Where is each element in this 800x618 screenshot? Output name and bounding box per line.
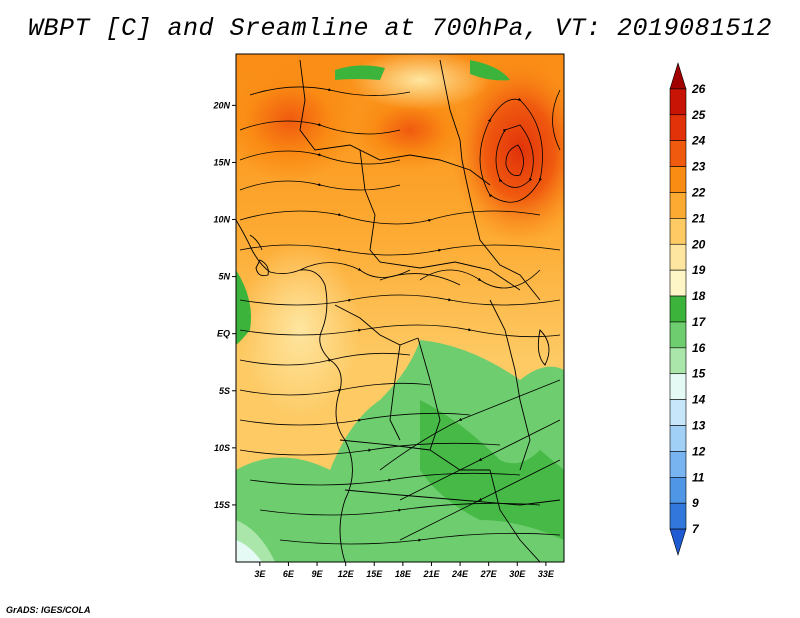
wbpt-green-north-patches <box>335 60 510 81</box>
lat-tick-label: 5S <box>219 386 230 396</box>
colorbar-segment <box>669 114 687 141</box>
footer-credit: GrADS: IGES/COLA <box>6 605 91 615</box>
lat-tick-label: EQ <box>217 329 230 339</box>
colorbar-segment <box>669 295 687 323</box>
wbpt-hot-core-n <box>350 90 470 170</box>
colorbar-segment <box>669 477 687 504</box>
colorbar-segment <box>669 88 687 116</box>
colorbar-label: 16 <box>692 341 706 355</box>
lon-tick-label: 12E <box>338 569 355 579</box>
colorbar-segment <box>669 192 687 219</box>
colorbar-segment <box>669 243 687 271</box>
colorbar-label: 22 <box>691 185 706 199</box>
colorbar-segment <box>669 61 687 90</box>
lon-tick-label: 18E <box>395 569 412 579</box>
colorbar-label: 23 <box>691 160 706 174</box>
lat-tick-label: 10S <box>214 443 230 453</box>
lat-tick-label: 15N <box>213 157 230 167</box>
colorbar-label: 19 <box>692 263 706 277</box>
colorbar-label: 20 <box>691 237 706 251</box>
colorbar-segment <box>669 140 687 167</box>
colorbar-label: 26 <box>691 82 706 96</box>
colorbar-segment <box>669 321 687 349</box>
colorbar-segment <box>669 451 687 478</box>
lon-tick-label: 3E <box>254 569 266 579</box>
longitude-ticks: 3E 6E 9E 12E 15E 18E 21E 24E 27E 30E 33E <box>254 562 555 579</box>
wbpt-green-west-edge <box>236 270 252 345</box>
colorbar-segment <box>669 528 687 557</box>
lon-tick-label: 6E <box>283 569 295 579</box>
lon-tick-label: 30E <box>509 569 526 579</box>
wbpt-cool-corner <box>236 540 262 562</box>
map-frame <box>235 53 565 563</box>
wbpt-green-dark-patches <box>420 400 564 540</box>
colorbar-label: 25 <box>691 108 706 122</box>
colorbar-segment <box>669 502 687 530</box>
colorbar-segment <box>669 218 687 245</box>
lat-tick-label: 5N <box>218 272 230 282</box>
country-borders <box>236 59 561 562</box>
map-field <box>236 54 564 562</box>
chart-title: WBPT [C] and Sreamline at 700hPa, VT: 20… <box>27 14 773 43</box>
colorbar-label: 9 <box>692 496 699 510</box>
colorbar: 26 25 24 23 22 21 20 19 18 17 16 15 14 13 12 11 9 7 <box>669 61 707 557</box>
lon-tick-label: 33E <box>538 569 555 579</box>
colorbar-label: 18 <box>692 289 706 303</box>
wbpt-pale-area-west <box>240 240 360 420</box>
colorbar-label: 24 <box>691 134 706 148</box>
lat-tick-label: 10N <box>213 215 230 225</box>
lat-tick-label: 15S <box>214 500 230 510</box>
latitude-ticks: 20N 15N 10N 5N EQ 5S 10S 15S <box>212 100 236 510</box>
colorbar-label: 15 <box>692 367 706 381</box>
lon-tick-label: 9E <box>312 569 324 579</box>
lat-tick-label: 20N <box>212 100 230 110</box>
colorbar-label: 13 <box>692 419 706 433</box>
wbpt-pale-area-north <box>350 54 490 110</box>
colorbar-label: 12 <box>692 444 706 458</box>
colorbar-label: 7 <box>692 522 700 536</box>
streamlines <box>239 86 561 545</box>
lon-tick-label: 27E <box>480 569 498 579</box>
colorbar-segment <box>669 347 687 375</box>
colorbar-segment <box>669 269 687 297</box>
colorbar-label: 14 <box>692 393 706 407</box>
colorbar-segment <box>669 166 687 193</box>
colorbar-segment <box>669 425 687 452</box>
lon-tick-label: 21E <box>422 569 440 579</box>
colorbar-segment <box>669 373 687 400</box>
lon-tick-label: 24E <box>451 569 469 579</box>
colorbar-segment <box>669 399 687 426</box>
colorbar-label: 21 <box>691 211 706 225</box>
lon-tick-label: 15E <box>366 569 383 579</box>
colorbar-label: 17 <box>692 315 707 329</box>
colorbar-label: 11 <box>692 470 705 484</box>
